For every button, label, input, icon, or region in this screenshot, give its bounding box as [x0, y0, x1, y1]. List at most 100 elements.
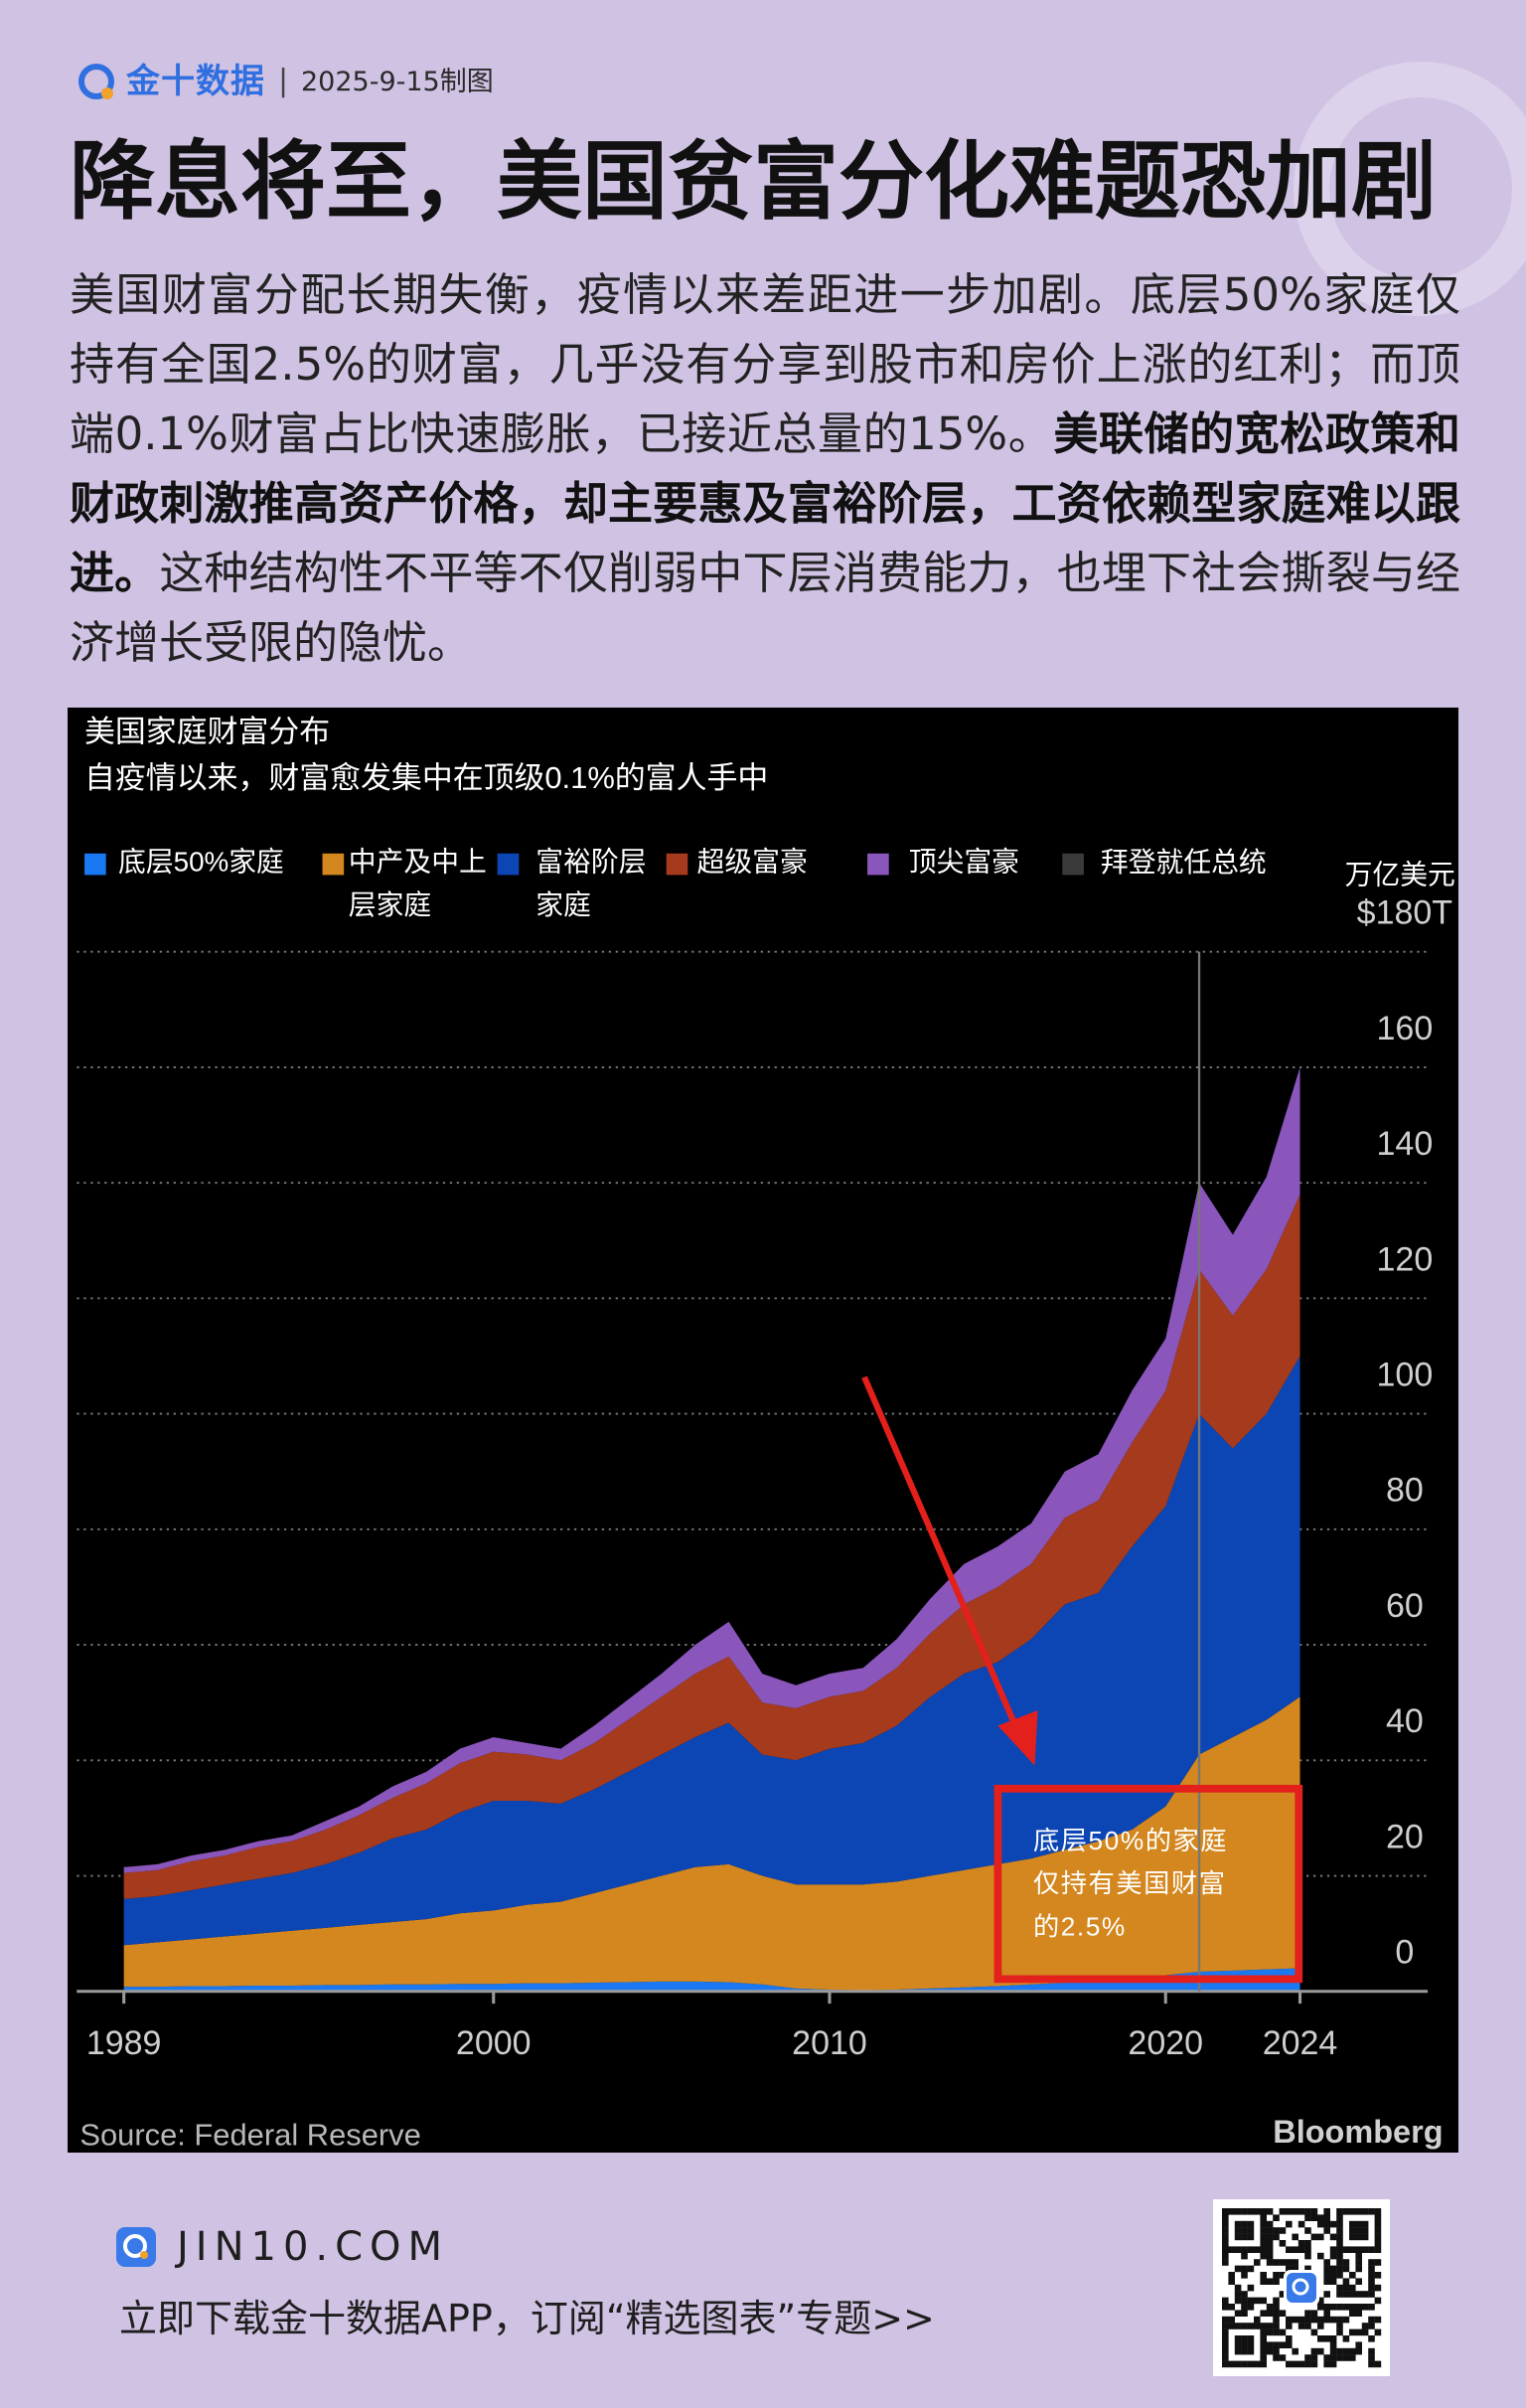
qr-module	[1241, 2252, 1248, 2260]
qr-module	[1234, 2347, 1242, 2355]
body-segment: 美国财富分配长期失衡，疫情以来差距进一步加剧。底层50%家庭仅持有全国2.5%的…	[70, 268, 1460, 460]
qr-module	[1355, 2259, 1362, 2266]
qr-module	[1297, 2240, 1305, 2247]
qr-module	[1336, 2328, 1343, 2336]
qr-module	[1329, 2233, 1337, 2241]
qr-module	[1247, 2233, 1255, 2241]
qr-module	[1355, 2291, 1362, 2298]
qr-module	[1336, 2354, 1343, 2361]
qr-module	[1286, 2208, 1293, 2215]
qr-module	[1361, 2323, 1369, 2329]
qr-module	[1260, 2233, 1267, 2241]
qr-module	[1273, 2316, 1280, 2324]
qr-module	[1342, 2259, 1350, 2266]
qr-module	[1368, 2335, 1375, 2342]
qr-module	[1323, 2220, 1330, 2228]
annotation-arrow	[861, 1375, 1022, 1736]
qr-module	[1228, 2246, 1235, 2253]
qr-module	[1234, 2220, 1242, 2228]
logo-dot	[101, 87, 113, 99]
qr-module	[1260, 2310, 1267, 2317]
qr-module	[1286, 2360, 1293, 2368]
qr-module	[1222, 2246, 1229, 2253]
qr-module	[1361, 2220, 1369, 2228]
qr-module	[1342, 2246, 1350, 2253]
qr-module	[1279, 2291, 1287, 2298]
qr-module	[1342, 2291, 1350, 2298]
body-segment: 美联储的宽松政策和财政刺激推高资产价格，却主要惠及富裕阶层，工资依赖型家庭难以跟…	[70, 407, 1460, 599]
qr-module	[1304, 2252, 1311, 2260]
qr-module	[1222, 2240, 1229, 2247]
qr-module	[1304, 2208, 1311, 2215]
qr-module	[1266, 2304, 1274, 2311]
qr-module	[1374, 2316, 1382, 2324]
qr-module	[1254, 2246, 1261, 2253]
qr-module	[1304, 2246, 1311, 2253]
qr-module	[1317, 2252, 1324, 2260]
qr-module	[1266, 2208, 1274, 2215]
qr-module	[1374, 2259, 1382, 2266]
y-tick-label: 60	[1386, 1587, 1424, 1625]
date: 2025-9-15制图	[301, 67, 494, 97]
qr-module	[1336, 2227, 1343, 2234]
chart-title: 美国家庭财富分布	[84, 714, 330, 748]
qr-module	[1317, 2214, 1324, 2221]
qr-module	[1374, 2284, 1382, 2292]
qr-module	[1329, 2360, 1337, 2368]
x-tick-label: 2010	[792, 2024, 867, 2062]
qr-module	[1310, 2233, 1318, 2241]
qr-module	[1222, 2252, 1229, 2260]
qr-module	[1273, 2341, 1280, 2348]
qr-module	[1228, 2316, 1235, 2324]
qr-module	[1349, 2304, 1356, 2311]
qr-module	[1361, 2304, 1369, 2311]
qr-module	[1374, 2220, 1382, 2228]
qr-module	[1234, 2335, 1242, 2342]
qr-module	[1368, 2278, 1375, 2285]
qr-module	[1279, 2227, 1287, 2234]
annotation-arrowhead	[997, 1709, 1038, 1766]
qr-module	[1228, 2278, 1235, 2285]
qr-module	[1260, 2220, 1267, 2228]
chart-subtitle: 自疫情以来，财富愈发集中在顶级0.1%的富人手中	[84, 760, 768, 795]
qr-module	[1273, 2227, 1280, 2234]
qr-module	[1260, 2252, 1267, 2260]
qr-module	[1336, 2208, 1343, 2215]
qr-module	[1241, 2272, 1248, 2279]
qr-module	[1254, 2323, 1261, 2329]
qr-module	[1273, 2297, 1280, 2305]
qr-module	[1247, 2297, 1255, 2305]
qr-module	[1260, 2278, 1267, 2285]
y-tick-label: 120	[1377, 1240, 1434, 1278]
qr-module	[1273, 2328, 1280, 2336]
qr-module	[1234, 2341, 1242, 2348]
qr-module	[1260, 2360, 1267, 2368]
qr-logo-ring	[1292, 2278, 1309, 2296]
qr-module	[1222, 2208, 1229, 2215]
qr-module	[1304, 2227, 1311, 2234]
qr-module	[1247, 2227, 1255, 2234]
body-text: 美国财富分配长期失衡，疫情以来差距进一步加剧。底层50%家庭仅持有全国2.5%的…	[70, 260, 1460, 678]
qr-module	[1355, 2347, 1362, 2355]
qr-module	[1241, 2265, 1248, 2273]
qr-module	[1234, 2297, 1242, 2305]
qr-module	[1323, 2227, 1330, 2234]
legend-label: 底层50%家庭	[118, 847, 284, 878]
y-tick-label: 140	[1377, 1125, 1434, 1163]
qr-module	[1336, 2347, 1343, 2355]
qr-module	[1241, 2208, 1248, 2215]
qr-module	[1304, 2265, 1311, 2273]
qr-module	[1266, 2310, 1274, 2317]
qr-module	[1234, 2227, 1242, 2234]
qr-module	[1234, 2246, 1242, 2253]
qr-module	[1234, 2233, 1242, 2241]
qr-module	[1329, 2316, 1337, 2324]
qr-module	[1361, 2291, 1369, 2298]
qr-module	[1273, 2278, 1280, 2285]
y-tick-label: 0	[1395, 1934, 1414, 1972]
qr-module	[1336, 2304, 1343, 2311]
qr-module	[1222, 2360, 1229, 2368]
qr-module	[1247, 2246, 1255, 2253]
qr-module	[1368, 2265, 1375, 2273]
qr-module	[1222, 2354, 1229, 2361]
